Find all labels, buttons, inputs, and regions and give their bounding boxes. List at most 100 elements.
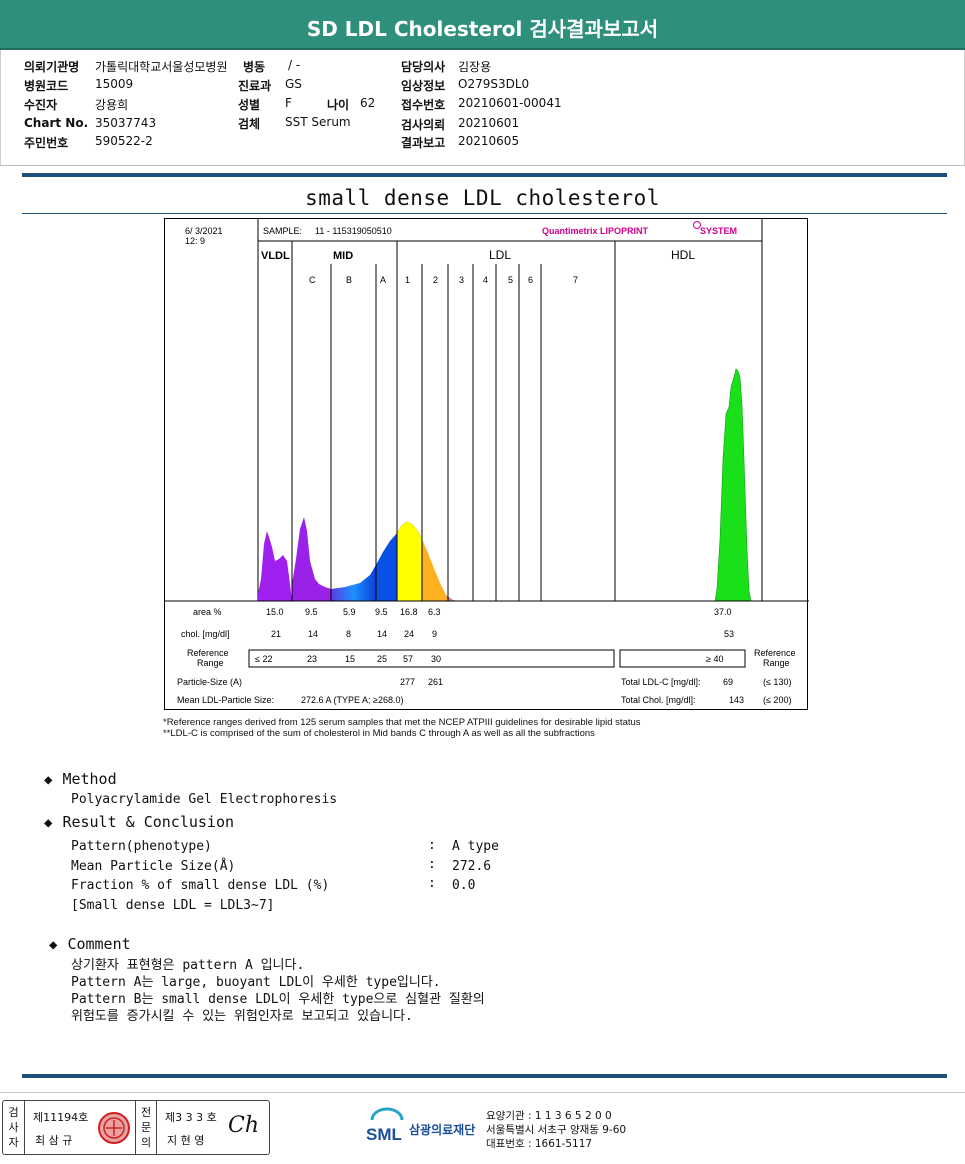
- value-sex: F: [285, 96, 292, 110]
- registered-mark-icon: [693, 221, 701, 229]
- bottom-rule: [22, 1074, 947, 1078]
- value-requesting-institution: 가톨릭대학교서울성모병원: [95, 60, 228, 74]
- mean-size-label: Mean LDL-Particle Size:: [177, 695, 274, 705]
- mean-size-value: 272.6 A (TYPE A; ≥268.0): [301, 695, 404, 705]
- ref-label-right: Reference Range: [754, 648, 796, 668]
- label-clinical-info: 임상정보: [401, 79, 446, 93]
- chol-value-hdl: 53: [724, 629, 734, 639]
- sml-logo-icon: SML: [366, 1107, 404, 1144]
- band-label: C: [309, 275, 316, 285]
- group-label-ldl: LDL: [489, 248, 511, 262]
- mid-b-peak: [331, 565, 376, 601]
- result-value-pattern: A type: [452, 839, 499, 854]
- group-label-mid: MID: [333, 250, 353, 262]
- method-heading: ◆ Method: [44, 770, 117, 788]
- sample-value: 11 - 115319050510: [315, 226, 392, 236]
- lipoprint-heading: small dense LDL cholesterol: [305, 186, 660, 210]
- band-label: 7: [573, 275, 578, 285]
- footnote-reference: *Reference ranges derived from 125 serum…: [163, 717, 641, 728]
- mid-c-peak: [292, 517, 331, 601]
- hdl-ref-box: [619, 649, 746, 668]
- svg-text:SML: SML: [366, 1125, 402, 1144]
- total-ldl-label: Total LDL-C [mg/dl]:: [621, 677, 701, 687]
- comment-line: Pattern B는 small dense LDL이 우세한 type으로 심…: [71, 992, 485, 1007]
- handwritten-signature: Ch: [228, 1113, 260, 1138]
- seal-stamp-icon: [98, 1112, 130, 1144]
- label-age: 나이: [327, 98, 350, 112]
- diamond-bullet-icon: ◆: [44, 815, 53, 831]
- band-label: 2: [433, 275, 438, 285]
- mid-a-peak: [376, 533, 397, 601]
- ldl1-peak: [396, 521, 423, 602]
- brand-suffix: SYSTEM: [700, 226, 737, 236]
- brand-name: Quantimetrix LIPOPRINT: [542, 226, 649, 236]
- particle-size-value: 261: [428, 677, 443, 687]
- total-ldl-value: 69: [723, 677, 733, 687]
- result-colon: :: [428, 838, 436, 853]
- run-time: 12: 9: [185, 236, 205, 246]
- ref-value: 15: [345, 654, 355, 664]
- value-specimen: SST Serum: [285, 115, 351, 129]
- diamond-bullet-icon: ◆: [44, 772, 53, 788]
- comment-line: 상기환자 표현형은 pattern A 입니다.: [71, 958, 305, 973]
- result-value-size: 272.6: [452, 859, 492, 874]
- label-doctor: 담당의사: [401, 60, 446, 74]
- inspector-license: 제11194호: [33, 1111, 89, 1124]
- result-label: Mean Particle Size(Å): [71, 859, 236, 874]
- vldl-peak: [258, 531, 292, 601]
- value-hospital-code: 15009: [95, 77, 134, 91]
- value-receipt-no: 20210601-00041: [458, 96, 562, 110]
- label-result-report: 결과보고: [401, 136, 446, 150]
- chol-label: chol. [mg/dl]: [181, 629, 230, 639]
- org-phone: 대표번호 : 1661-5117: [486, 1138, 593, 1150]
- chol-value: 9: [432, 629, 437, 639]
- band-label: B: [346, 275, 352, 285]
- total-chol-label: Total Chol. [mg/dl]:: [621, 695, 696, 705]
- band-label: 5: [508, 275, 513, 285]
- result-label: Fraction % of small dense LDL (%): [71, 878, 330, 893]
- lipoprint-graph: 6/ 3/2021 12: 9 SAMPLE: 11 - 11531905051…: [165, 219, 809, 705]
- method-text: Polyacrylamide Gel Electrophoresis: [71, 792, 338, 807]
- org-name: 삼광의료재단: [409, 1123, 476, 1137]
- diamond-bullet-icon: ◆: [49, 937, 58, 953]
- value-test-request: 20210601: [458, 116, 520, 130]
- total-chol-ref: (≤ 200): [763, 695, 791, 705]
- title-bar: [0, 0, 965, 50]
- label-chart-no: Chart No.: [24, 116, 89, 130]
- label-requesting-institution: 의뢰기관명: [24, 60, 80, 74]
- total-chol-value: 143: [729, 695, 744, 705]
- label-receipt-no: 접수번호: [401, 98, 446, 112]
- result-label: Pattern(phenotype): [71, 839, 212, 854]
- value-result-report: 20210605: [458, 134, 520, 148]
- label-test-request: 검사의뢰: [401, 118, 446, 132]
- ref-value: 23: [307, 654, 317, 664]
- hdl-peak: [714, 368, 752, 602]
- value-ward: / -: [288, 58, 301, 72]
- chol-value: 24: [404, 629, 414, 639]
- result-heading: ◆ Result & Conclusion: [44, 813, 235, 831]
- value-resident-no: 590522-2: [95, 134, 153, 148]
- result-colon: :: [428, 876, 436, 891]
- chol-value: 14: [377, 629, 387, 639]
- label-resident-no: 주민번호: [24, 136, 69, 150]
- value-age: 62: [360, 96, 376, 110]
- area-value: 5.9: [343, 607, 356, 617]
- value-doctor: 김장용: [458, 60, 492, 74]
- area-value: 16.8: [400, 607, 418, 617]
- ref-value: 30: [431, 654, 441, 664]
- chol-value: 8: [346, 629, 351, 639]
- top-rule: [22, 173, 947, 177]
- value-dept: GS: [285, 77, 302, 91]
- band-label: 3: [459, 275, 464, 285]
- comment-heading: ◆ Comment: [49, 935, 131, 953]
- hdl-ref-value: ≥ 40: [706, 654, 723, 664]
- total-ldl-ref: (≤ 130): [763, 677, 791, 687]
- org-address: 서울특별시 서초구 양재동 9-60: [486, 1124, 627, 1136]
- value-chart-no: 35037743: [95, 116, 157, 130]
- ldl2-peak: [422, 539, 448, 601]
- specialist-name: 지 현 영: [167, 1134, 205, 1147]
- area-value: 9.5: [305, 607, 318, 617]
- footnote-ldl: **LDL-C is comprised of the sum of chole…: [163, 728, 595, 739]
